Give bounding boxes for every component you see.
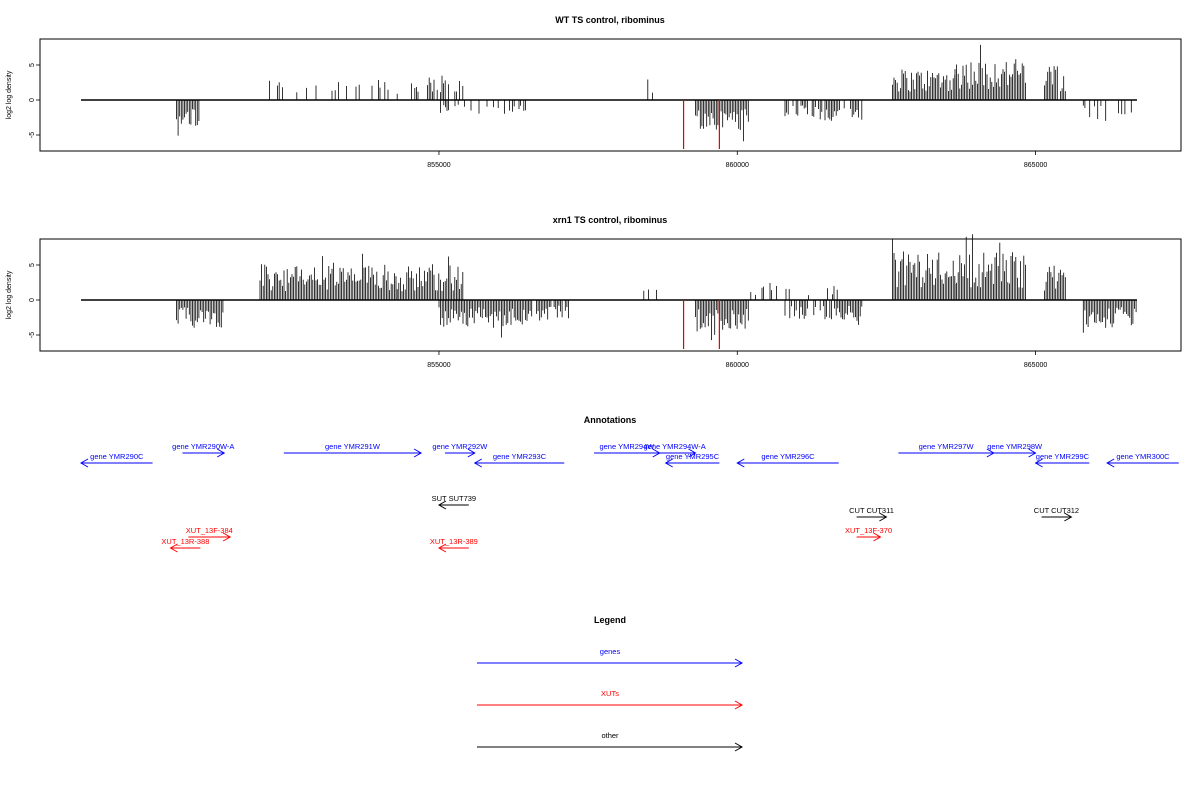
annotation-arrowhead <box>736 458 745 468</box>
y-tick-label: 5 <box>29 263 36 267</box>
y-tick-label: 0 <box>29 98 36 102</box>
xrn1-bars <box>81 234 1137 349</box>
annotations-title: Annotations <box>584 415 637 425</box>
annotation-label: gene YMR296C <box>761 452 815 461</box>
annotation-label: CUT CUT312 <box>1034 506 1079 515</box>
legend-label: XUTs <box>601 689 619 698</box>
xrn1-plot-frame <box>39 238 1182 352</box>
x-tick-label: 855000 <box>427 162 450 169</box>
x-tick-label: 855000 <box>427 362 450 369</box>
annotation-label: XUT_13R-388 <box>161 537 209 546</box>
y-tick-label: -5 <box>29 132 36 138</box>
annotation-track: gene YMR290C gene YMR290W-A gene YMR291W ge… <box>79 442 1179 553</box>
legend-title: Legend <box>594 615 626 625</box>
annotation-arrowhead <box>473 458 483 468</box>
wt-axes: 5 0 -5 855000 860000 865000 <box>29 63 1047 169</box>
annotation-label: gene YMR299C <box>1036 452 1090 461</box>
annotation-label: XUT_13F-384 <box>186 526 233 535</box>
legend-label: genes <box>600 647 621 656</box>
annotation-arrowhead <box>216 448 226 458</box>
annotation-label: gene YMR292W <box>432 442 488 451</box>
annotation-label: XUT_13F-370 <box>845 526 892 535</box>
annotation-arrowhead <box>1106 458 1115 468</box>
annotation-label: SUT SUT739 <box>432 494 476 503</box>
annotation-arrowhead <box>169 543 178 553</box>
y-tick-label: 5 <box>29 63 36 67</box>
xrn1-ylabel: log2 log density <box>6 270 13 319</box>
annotation-arrowhead <box>467 448 476 458</box>
legend-arrowhead <box>734 742 744 752</box>
annotation-arrowhead <box>1034 458 1043 468</box>
annotation-label: gene YMR293C <box>493 452 547 461</box>
xrn1-panel-title: xrn1 TS control, ribominus <box>553 215 668 225</box>
y-tick-label: -5 <box>29 332 36 338</box>
annotation-label: gene YMR300C <box>1116 452 1170 461</box>
annotation-label: gene YMR291W <box>325 442 381 451</box>
annotation-arrowhead <box>873 532 882 542</box>
annotation-arrowhead <box>222 532 232 542</box>
annotation-arrowhead <box>437 543 447 553</box>
annotation-label: gene YMR294W-A <box>643 442 705 451</box>
x-tick-label: 865000 <box>1024 162 1047 169</box>
annotation-arrowhead <box>664 458 673 468</box>
legend-label: other <box>601 731 619 740</box>
wt-panel: WT TS control, ribominus log2 log densit… <box>6 15 1182 169</box>
annotation-label: gene YMR290C <box>90 452 144 461</box>
legend-arrowhead <box>734 700 744 710</box>
annotation-arrowhead <box>688 448 697 458</box>
annotation-arrowhead <box>879 512 888 522</box>
annotation-arrowhead <box>1064 512 1073 522</box>
annotation-label: gene YMR290W-A <box>172 442 234 451</box>
annotation-label: gene YMR295C <box>666 452 720 461</box>
annotation-arrowhead <box>437 500 447 510</box>
wt-bars <box>81 44 1137 149</box>
legend: genes XUTs other <box>477 647 744 752</box>
x-tick-label: 860000 <box>726 362 749 369</box>
xrn1-panel: xrn1 TS control, ribominus log2 log dens… <box>6 215 1182 369</box>
annotation-label: gene YMR297W <box>919 442 975 451</box>
y-tick-label: 0 <box>29 298 36 302</box>
wt-plot-frame <box>39 38 1182 152</box>
annotation-label: gene YMR298W <box>987 442 1043 451</box>
wt-ylabel: log2 log density <box>6 70 13 119</box>
annotation-label: XUT_13R-389 <box>430 537 478 546</box>
annotation-label: gene YMR294W <box>599 442 655 451</box>
annotation-arrowhead <box>1028 448 1037 458</box>
legend-arrowhead <box>734 658 744 668</box>
x-tick-label: 860000 <box>726 162 749 169</box>
annotation-label: CUT CUT311 <box>849 506 894 515</box>
wt-panel-title: WT TS control, ribominus <box>555 15 665 25</box>
annotation-arrowhead <box>79 458 89 468</box>
xrn1-axes: 5 0 -5 855000 860000 865000 <box>29 263 1047 369</box>
annotation-arrowhead <box>413 448 423 458</box>
x-tick-label: 865000 <box>1024 362 1047 369</box>
